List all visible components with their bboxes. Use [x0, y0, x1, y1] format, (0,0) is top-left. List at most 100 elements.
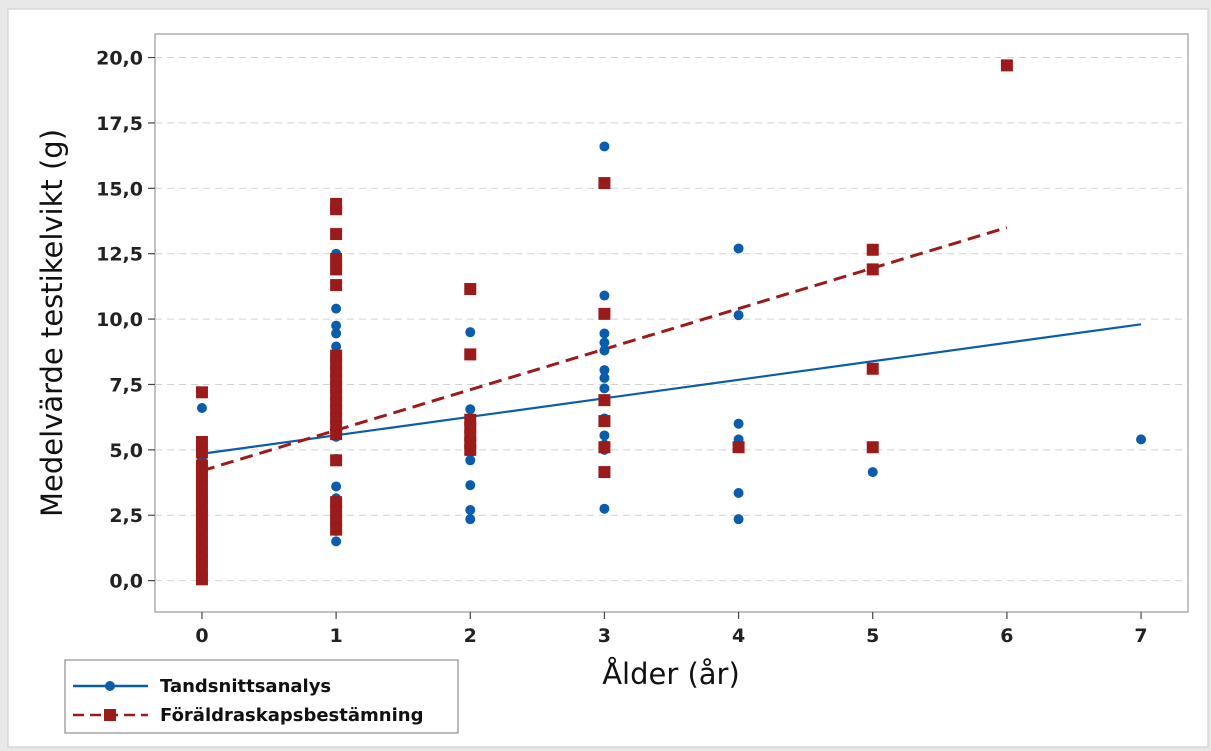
x-tick-label: 3 — [598, 625, 611, 647]
point-tandsnittsanalys — [733, 514, 744, 525]
point-tandsnittsanalys — [599, 430, 610, 441]
point-tandsnittsanalys — [599, 383, 610, 394]
point-foraldraskapsbestamning — [330, 279, 343, 292]
legend: Tandsnittsanalys Föräldraskapsbestämning — [64, 659, 459, 734]
y-tick-label: 7,5 — [109, 374, 143, 396]
point-foraldraskapsbestamning — [195, 459, 208, 472]
point-foraldraskapsbestamning — [464, 348, 477, 361]
y-tick-label: 5,0 — [109, 440, 143, 462]
point-tandsnittsanalys — [331, 536, 342, 547]
legend-box — [64, 659, 459, 734]
point-tandsnittsanalys — [599, 141, 610, 152]
point-foraldraskapsbestamning — [464, 443, 477, 456]
point-tandsnittsanalys — [465, 505, 476, 515]
point-tandsnittsanalys — [733, 243, 744, 254]
point-tandsnittsanalys — [599, 365, 610, 376]
point-foraldraskapsbestamning — [330, 228, 343, 241]
point-foraldraskapsbestamning — [195, 386, 208, 399]
point-tandsnittsanalys — [331, 481, 342, 492]
y-tick-label: 17,5 — [96, 113, 143, 135]
point-foraldraskapsbestamning — [195, 527, 208, 540]
point-foraldraskapsbestamning — [330, 263, 343, 276]
point-tandsnittsanalys — [733, 418, 744, 429]
y-tick-label: 12,5 — [96, 244, 143, 266]
point-foraldraskapsbestamning — [195, 480, 208, 493]
point-foraldraskapsbestamning — [195, 509, 208, 522]
y-tick-label: 2,5 — [109, 505, 143, 527]
x-tick-label: 1 — [329, 625, 342, 647]
point-tandsnittsanalys — [465, 404, 476, 415]
y-axis-title: Medelvärde testikelvikt (g) — [35, 129, 69, 517]
point-foraldraskapsbestamning — [330, 496, 343, 509]
y-tick-label: 0,0 — [109, 571, 143, 593]
point-foraldraskapsbestamning — [330, 252, 343, 265]
point-foraldraskapsbestamning — [866, 263, 879, 276]
point-foraldraskapsbestamning — [598, 307, 611, 320]
point-foraldraskapsbestamning — [195, 518, 208, 531]
point-foraldraskapsbestamning — [598, 415, 611, 428]
y-tick-label: 15,0 — [96, 178, 143, 200]
point-tandsnittsanalys — [465, 480, 476, 491]
point-foraldraskapsbestamning — [330, 428, 343, 441]
point-foraldraskapsbestamning — [195, 536, 208, 549]
point-foraldraskapsbestamning — [1000, 59, 1013, 72]
point-tandsnittsanalys — [599, 328, 610, 339]
x-axis: 0 1 2 3 4 5 6 7 — [195, 612, 1148, 647]
point-foraldraskapsbestamning — [598, 466, 611, 479]
point-tandsnittsanalys — [733, 310, 744, 321]
point-foraldraskapsbestamning — [195, 545, 208, 558]
plot-area — [154, 33, 1189, 613]
point-foraldraskapsbestamning — [866, 441, 879, 454]
legend-marker-tandsnittsanalys — [105, 681, 115, 691]
x-tick-label: 4 — [732, 625, 745, 647]
point-tandsnittsanalys — [1136, 434, 1147, 445]
point-tandsnittsanalys — [733, 488, 744, 498]
x-tick-label: 6 — [1000, 625, 1013, 647]
data-points — [195, 59, 1147, 586]
x-axis-title: Ålder (år) — [602, 657, 740, 691]
point-tandsnittsanalys — [331, 328, 342, 339]
legend-label-foraldraskapsbestamning: Föräldraskapsbestämning — [160, 705, 423, 726]
point-foraldraskapsbestamning — [732, 441, 745, 454]
point-foraldraskapsbestamning — [330, 203, 343, 216]
point-foraldraskapsbestamning — [866, 243, 879, 256]
point-foraldraskapsbestamning — [195, 470, 208, 482]
y-axis: 0,0 2,5 5,0 7,5 10,0 12,5 15,0 17,5 20,0 — [96, 48, 155, 593]
point-foraldraskapsbestamning — [195, 573, 208, 586]
point-foraldraskapsbestamning — [598, 394, 611, 407]
point-foraldraskapsbestamning — [195, 446, 208, 459]
point-tandsnittsanalys — [196, 403, 207, 413]
point-tandsnittsanalys — [867, 467, 878, 478]
legend-label-tandsnittsanalys: Tandsnittsanalys — [160, 676, 331, 697]
point-tandsnittsanalys — [465, 455, 476, 466]
x-tick-label: 0 — [195, 625, 208, 647]
point-foraldraskapsbestamning — [330, 454, 343, 467]
x-tick-label: 2 — [464, 625, 477, 647]
point-foraldraskapsbestamning — [330, 514, 343, 527]
x-tick-label: 7 — [1134, 625, 1147, 647]
point-tandsnittsanalys — [331, 303, 342, 314]
point-foraldraskapsbestamning — [195, 500, 208, 513]
point-tandsnittsanalys — [331, 341, 342, 352]
point-tandsnittsanalys — [331, 320, 342, 331]
y-tick-label: 10,0 — [96, 309, 143, 331]
y-tick-label: 20,0 — [96, 48, 143, 70]
point-tandsnittsanalys — [599, 503, 610, 514]
point-tandsnittsanalys — [599, 345, 610, 356]
point-foraldraskapsbestamning — [866, 362, 879, 375]
point-foraldraskapsbestamning — [598, 177, 611, 190]
point-foraldraskapsbestamning — [330, 505, 343, 518]
point-tandsnittsanalys — [599, 290, 610, 301]
point-tandsnittsanalys — [465, 327, 476, 338]
point-foraldraskapsbestamning — [598, 441, 611, 454]
legend-marker-foraldraskapsbestamning — [104, 709, 116, 721]
x-tick-label: 5 — [866, 625, 879, 647]
point-foraldraskapsbestamning — [330, 523, 343, 536]
point-tandsnittsanalys — [599, 372, 610, 383]
point-foraldraskapsbestamning — [464, 283, 477, 295]
gridlines — [155, 57, 1188, 582]
fit-line-tandsnittsanalys — [201, 323, 1142, 455]
point-foraldraskapsbestamning — [195, 436, 208, 448]
